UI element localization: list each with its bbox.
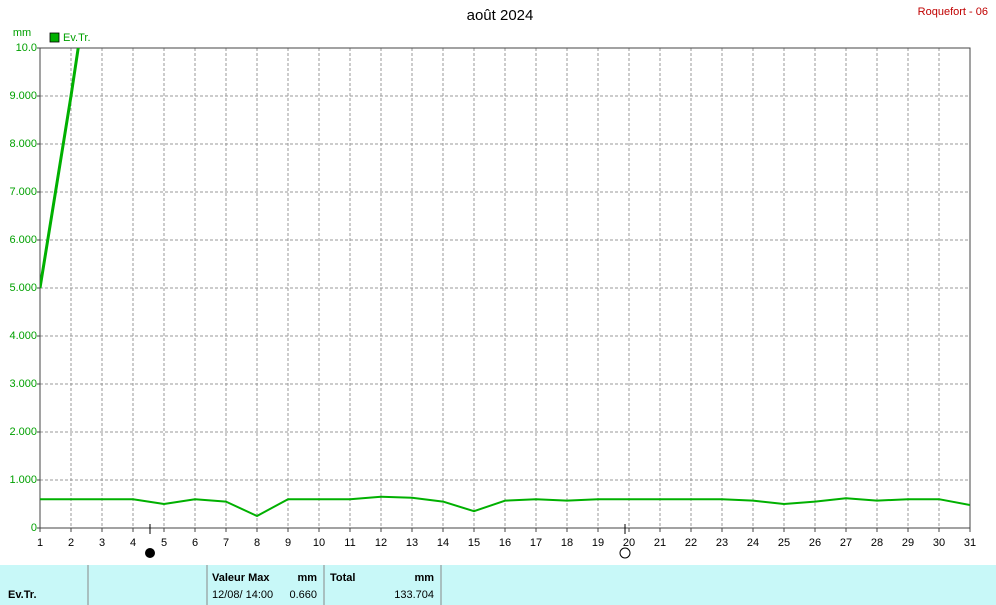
x-tick-label: 31 [964, 537, 976, 549]
x-tick-label: 12 [375, 537, 387, 549]
legend-swatch [49, 32, 60, 43]
x-tick-label: 16 [499, 537, 511, 549]
y-axis-unit: mm [13, 27, 31, 39]
x-tick-label: 11 [344, 537, 355, 549]
data-line [40, 495, 970, 517]
x-tick-label: 30 [933, 537, 945, 549]
x-tick-label: 22 [685, 537, 697, 549]
x-tick-label: 25 [778, 537, 790, 549]
x-tick-label: 28 [871, 537, 883, 549]
plot-area [40, 48, 970, 517]
grid [39, 47, 971, 529]
x-tick-label: 29 [902, 537, 914, 549]
data-line [40, 48, 80, 289]
y-tick-label: 4.000 [9, 330, 37, 342]
table-header: Total [330, 572, 355, 584]
table-unit: mm [297, 572, 317, 584]
y-tick-label: 2.000 [9, 426, 37, 438]
x-tick-label: 10 [313, 537, 325, 549]
x-tick-label: 8 [254, 537, 260, 549]
x-tick-label: 26 [809, 537, 821, 549]
y-tick-label: 7.000 [9, 186, 37, 198]
y-tick-label: 8.000 [9, 138, 37, 150]
x-tick-label: 1 [37, 537, 43, 549]
y-tick-label: 10.0 [16, 42, 37, 54]
y-tick-label: 3.000 [9, 378, 37, 390]
y-tick-label: 9.000 [9, 90, 37, 102]
table-header: Valeur Max [212, 572, 270, 584]
x-tick-label: 17 [530, 537, 542, 549]
x-tick-label: 21 [654, 537, 666, 549]
moon-icon [619, 547, 631, 559]
table-cell: 0.660 [289, 589, 317, 601]
x-tick-label: 20 [623, 537, 635, 549]
x-tick-label: 7 [223, 537, 229, 549]
x-tick-label: 9 [285, 537, 291, 549]
x-tick-label: 24 [747, 537, 759, 549]
x-tick-label: 19 [592, 537, 604, 549]
x-tick-label: 27 [840, 537, 852, 549]
y-tick-label: 6.000 [9, 234, 37, 246]
y-tick-label: 0 [31, 522, 37, 534]
summary-table: Ev.Tr. Valeur Max mm 12/08/ 14:00 0.660 … [0, 565, 996, 605]
legend-label: Ev.Tr. [63, 32, 91, 44]
station-label: Roquefort - 06 [918, 6, 988, 18]
moon-icon [145, 548, 155, 558]
x-tick-label: 3 [99, 537, 105, 549]
y-tick-label: 1.000 [9, 474, 37, 486]
x-tick-label: 13 [406, 537, 418, 549]
x-tick-label: 5 [161, 537, 167, 549]
x-tick-label: 18 [561, 537, 573, 549]
table-series: Ev.Tr. [8, 589, 37, 601]
x-tick-label: 2 [68, 537, 74, 549]
x-tick-label: 14 [437, 537, 449, 549]
table-cell: 133.704 [394, 589, 434, 601]
x-tick-label: 15 [468, 537, 480, 549]
y-tick-label: 5.000 [9, 282, 37, 294]
chart-title: août 2024 [467, 7, 534, 24]
x-tick-label: 4 [130, 537, 136, 549]
table-unit: mm [414, 572, 434, 584]
table-cell: 12/08/ 14:00 [212, 589, 273, 601]
x-tick-label: 23 [716, 537, 728, 549]
x-tick-label: 6 [192, 537, 198, 549]
table-background [0, 565, 996, 605]
